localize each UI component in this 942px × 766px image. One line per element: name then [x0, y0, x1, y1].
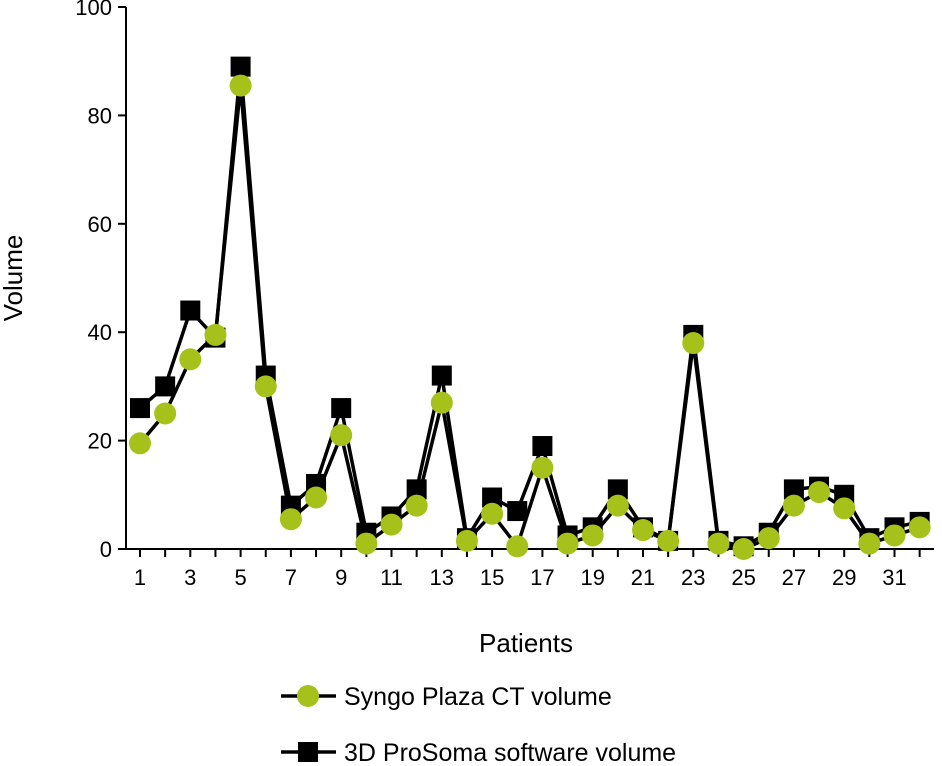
- data-point-circle: [229, 74, 252, 97]
- data-point-square: [482, 487, 503, 508]
- x-tick-label: 3: [184, 565, 196, 590]
- data-point-circle: [632, 519, 654, 542]
- data-point-circle: [254, 375, 277, 398]
- data-point-circle: [757, 527, 780, 550]
- data-point-circle: [808, 481, 831, 504]
- series-layer: [129, 56, 931, 560]
- data-point-square: [783, 479, 804, 500]
- data-point-circle: [908, 516, 931, 539]
- data-point-circle: [833, 497, 856, 520]
- data-point-square: [532, 436, 553, 457]
- x-tick-label: 15: [480, 565, 504, 590]
- data-point-circle: [154, 402, 177, 425]
- data-point-circle: [355, 532, 378, 555]
- data-point-square: [431, 365, 452, 386]
- x-tick-label: 7: [285, 565, 297, 590]
- data-point-circle: [204, 323, 227, 346]
- y-tick-label: 20: [88, 429, 112, 454]
- data-point-circle: [305, 486, 328, 509]
- data-point-circle: [657, 529, 680, 552]
- legend-marker-square: [298, 742, 318, 762]
- x-tick-label: 25: [731, 565, 755, 590]
- data-point-circle: [531, 456, 554, 479]
- data-point-circle: [707, 532, 730, 555]
- y-ticks: 0 20 40 60 80 100: [75, 0, 126, 562]
- data-point-circle: [481, 502, 504, 525]
- data-point-circle: [883, 524, 906, 547]
- data-point-circle: [129, 432, 151, 455]
- data-point-circle: [179, 348, 202, 371]
- x-axis-title: Patients: [479, 628, 573, 658]
- data-point-circle: [405, 494, 428, 517]
- data-point-circle: [506, 535, 529, 558]
- axes: [125, 7, 934, 550]
- data-point-square: [155, 376, 176, 397]
- series-prosoma: [130, 56, 930, 557]
- y-tick-label: 0: [100, 537, 112, 562]
- data-point-circle: [279, 508, 302, 531]
- x-tick-label: 21: [631, 565, 655, 590]
- x-tick-label: 9: [335, 565, 347, 590]
- series-line: [138, 64, 921, 549]
- data-point-circle: [581, 524, 604, 547]
- x-ticks: 1 3 5 7 9 11 13 15 17 19 21 23 25 27 29 31: [134, 549, 921, 590]
- x-tick-label: 5: [234, 565, 246, 590]
- data-point-circle: [430, 391, 453, 414]
- data-point-circle: [556, 532, 579, 555]
- data-point-circle: [732, 538, 755, 560]
- legend-label: Syngo Plaza CT volume: [344, 683, 612, 711]
- x-tick-label: 19: [580, 565, 604, 590]
- legend-item: 3D ProSoma software volume: [281, 739, 676, 766]
- data-point-square: [607, 479, 628, 500]
- legend-label: 3D ProSoma software volume: [344, 739, 676, 766]
- x-tick-label: 29: [832, 565, 856, 590]
- series-syngo: [129, 74, 931, 560]
- x-tick-label: 13: [430, 565, 454, 590]
- data-point-square: [130, 398, 150, 419]
- legend-marker-circle: [297, 685, 319, 707]
- x-tick-label: 31: [882, 565, 906, 590]
- data-point-circle: [782, 494, 805, 517]
- x-tick-label: 23: [681, 565, 705, 590]
- data-point-circle: [606, 494, 629, 517]
- data-point-square: [230, 56, 251, 77]
- data-point-circle: [330, 424, 353, 447]
- y-tick-label: 80: [88, 103, 112, 128]
- data-point-square: [331, 398, 352, 419]
- legend-item: Syngo Plaza CT volume: [281, 683, 612, 711]
- x-tick-label: 17: [530, 565, 554, 590]
- x-tick-label: 11: [380, 565, 403, 590]
- data-point-circle: [858, 532, 881, 555]
- y-axis-title: Volume: [0, 235, 28, 322]
- data-point-circle: [682, 332, 705, 355]
- x-tick-label: 27: [782, 565, 806, 590]
- data-point-square: [507, 501, 528, 522]
- y-tick-label: 40: [88, 320, 112, 345]
- data-point-square: [180, 300, 201, 321]
- y-tick-label: 60: [88, 212, 112, 237]
- y-tick-label: 100: [75, 0, 112, 20]
- legend: Syngo Plaza CT volume 3D ProSoma software…: [281, 683, 676, 766]
- data-point-circle: [455, 529, 478, 552]
- x-tick-label: 1: [134, 565, 146, 590]
- data-point-circle: [380, 513, 403, 536]
